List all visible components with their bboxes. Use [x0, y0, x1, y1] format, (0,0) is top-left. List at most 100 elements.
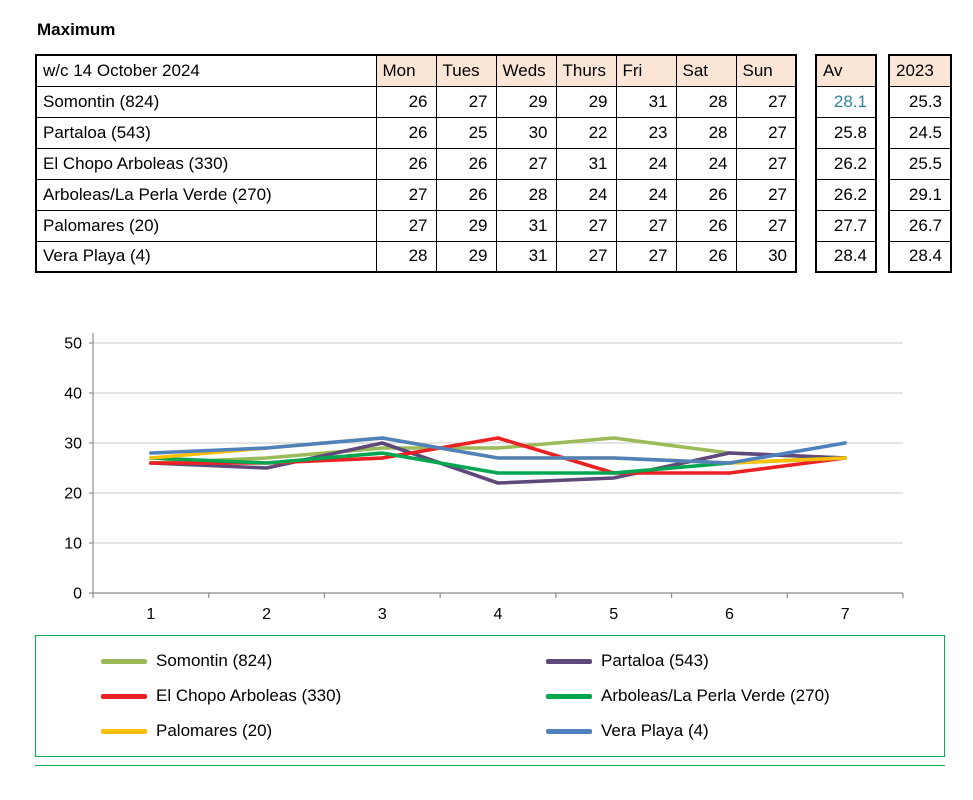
table-row: 26.2 [815, 147, 877, 180]
day-value: 27 [735, 85, 797, 118]
day-value: 29 [555, 85, 617, 118]
day-value: 27 [375, 178, 437, 211]
legend-label: El Chopo Arboleas (330) [156, 686, 342, 705]
day-header-sun: Sun [735, 54, 797, 87]
day-header-sat: Sat [675, 54, 737, 87]
prev-year-value: 28.4 [888, 240, 952, 273]
legend-item: Arboleas/La Perla Verde (270) [546, 686, 934, 706]
legend-marker [101, 693, 147, 699]
table-row: 25.5 [888, 147, 952, 180]
day-value: 30 [735, 240, 797, 273]
location-name: Somontin (824) [35, 85, 377, 118]
day-value: 25 [435, 116, 497, 149]
legend-marker [101, 658, 147, 664]
day-value: 29 [435, 240, 497, 273]
day-value: 22 [555, 116, 617, 149]
day-value: 28 [495, 178, 557, 211]
bottom-rule [35, 765, 945, 766]
day-value: 27 [435, 85, 497, 118]
day-value: 26 [675, 178, 737, 211]
day-value: 24 [615, 178, 677, 211]
x-tick-label: 3 [378, 606, 387, 623]
table-header-row: Av [815, 54, 877, 87]
legend-item: Vera Playa (4) [546, 721, 934, 741]
avg-value: 28.4 [815, 240, 877, 273]
location-name: Palomares (20) [35, 209, 377, 242]
table-row: 26.2 [815, 178, 877, 211]
legend-label: Partaloa (543) [601, 651, 709, 670]
weekly-temps-table: w/c 14 October 2024 Mon Tues Weds Thurs … [35, 54, 797, 273]
prev-year-table: 2023 25.3 24.5 25.5 29.1 26.7 28.4 [888, 54, 952, 273]
prev-year-value: 25.3 [888, 85, 952, 118]
avg-value: 26.2 [815, 178, 877, 211]
y-tick-label: 40 [64, 386, 82, 403]
day-value: 29 [495, 85, 557, 118]
x-tick-label: 2 [262, 606, 271, 623]
table-row: 28.4 [815, 240, 877, 273]
x-tick-label: 4 [494, 606, 503, 623]
day-value: 28 [675, 116, 737, 149]
legend-item: Partaloa (543) [546, 651, 934, 671]
data-tables: w/c 14 October 2024 Mon Tues Weds Thurs … [35, 54, 952, 273]
day-value: 26 [675, 209, 737, 242]
legend-marker [101, 728, 147, 734]
day-value: 26 [375, 85, 437, 118]
prev-year-value: 24.5 [888, 116, 952, 149]
prev-year-value: 29.1 [888, 178, 952, 211]
table-row: 28.4 [888, 240, 952, 273]
avg-header-cell: Av [815, 54, 877, 87]
day-value: 26 [675, 240, 737, 273]
day-value: 27 [375, 209, 437, 242]
series-line [149, 441, 847, 485]
legend-label: Vera Playa (4) [601, 721, 709, 740]
day-header-weds: Weds [495, 54, 557, 87]
y-tick-label: 50 [64, 336, 82, 353]
avg-value: 28.1 [815, 85, 877, 118]
location-name: El Chopo Arboleas (330) [35, 147, 377, 180]
table-row: El Chopo Arboleas (330) 26 26 27 31 24 24 27 [35, 147, 797, 180]
day-value: 29 [435, 209, 497, 242]
avg-value: 25.8 [815, 116, 877, 149]
legend-marker [546, 728, 592, 734]
week-label-cell: w/c 14 October 2024 [35, 54, 377, 87]
average-table: Av 28.1 25.8 26.2 26.2 27.7 28.4 [815, 54, 877, 273]
day-value: 27 [615, 240, 677, 273]
table-row: 29.1 [888, 178, 952, 211]
day-value: 27 [735, 209, 797, 242]
chart-legend: Somontin (824) Partaloa (543) El Chopo Arb… [35, 635, 945, 757]
legend-label: Arboleas/La Perla Verde (270) [601, 686, 830, 705]
table-row: Palomares (20) 27 29 31 27 27 26 27 [35, 209, 797, 242]
day-value: 31 [495, 209, 557, 242]
table-row: Partaloa (543) 26 25 30 22 23 28 27 [35, 116, 797, 149]
day-value: 24 [615, 147, 677, 180]
series-line [149, 436, 847, 465]
prev-year-value: 26.7 [888, 209, 952, 242]
day-value: 27 [555, 240, 617, 273]
table-row: Vera Playa (4) 28 29 31 27 27 26 30 [35, 240, 797, 273]
table-row: 28.1 [815, 85, 877, 118]
avg-value: 26.2 [815, 147, 877, 180]
day-value: 30 [495, 116, 557, 149]
day-value: 31 [495, 240, 557, 273]
day-value: 26 [435, 178, 497, 211]
day-value: 26 [375, 116, 437, 149]
day-value: 31 [615, 85, 677, 118]
day-header-thurs: Thurs [555, 54, 617, 87]
y-tick-label: 0 [73, 586, 82, 603]
day-value: 27 [495, 147, 557, 180]
legend-item: El Chopo Arboleas (330) [101, 686, 546, 706]
day-value: 26 [375, 147, 437, 180]
line-chart: 0 10 20 30 40 50 1 2 3 4 5 6 7 [64, 333, 904, 623]
y-tick-label: 20 [64, 486, 82, 503]
x-tick-label: 5 [609, 606, 618, 623]
day-value: 28 [375, 240, 437, 273]
x-tick-label: 7 [841, 606, 850, 623]
location-name: Partaloa (543) [35, 116, 377, 149]
day-header-mon: Mon [375, 54, 437, 87]
location-name: Vera Playa (4) [35, 240, 377, 273]
day-value: 26 [435, 147, 497, 180]
table-header-row: w/c 14 October 2024 Mon Tues Weds Thurs … [35, 54, 797, 87]
table-row: Arboleas/La Perla Verde (270) 27 26 28 24 24 2… [35, 178, 797, 211]
legend-item: Somontin (824) [101, 651, 546, 671]
table-row: 27.7 [815, 209, 877, 242]
